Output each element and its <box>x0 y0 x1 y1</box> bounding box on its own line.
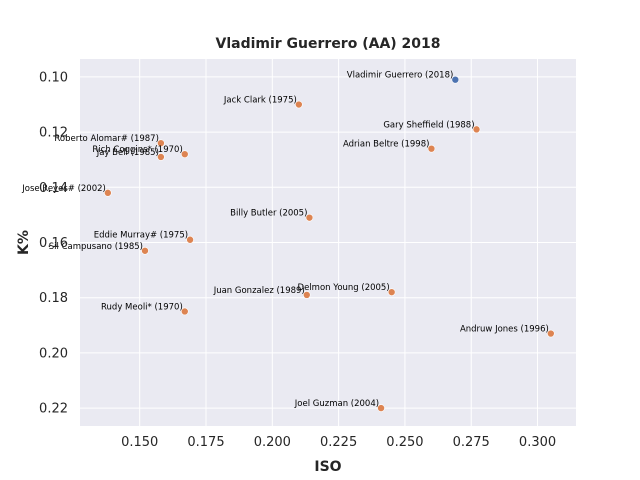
point-label: Jack Clark (1975) <box>223 96 297 106</box>
point-label: Jay Bell (1985) <box>96 148 159 158</box>
point-labels: Vladimir Guerrero (2018) Jack Clark (1975… <box>21 71 549 409</box>
point-label: Juan Gonzalez (1989) <box>213 286 305 296</box>
y-tick-label: 0.22 <box>39 402 68 417</box>
point-label: Jose Reyes# (2002) <box>21 184 106 194</box>
x-tick-label: 0.300 <box>519 435 556 450</box>
chart-title: Vladimir Guerrero (AA) 2018 <box>215 36 440 52</box>
data-point <box>186 235 194 244</box>
data-point <box>157 153 165 161</box>
point-label: Roberto Alomar# (1987) <box>54 134 159 144</box>
data-point <box>451 75 460 84</box>
data-point <box>305 213 314 222</box>
point-label: Andruw Jones (1996) <box>460 325 549 335</box>
data-point <box>180 307 189 316</box>
x-tick-label: 0.175 <box>187 435 224 450</box>
data-points <box>104 75 555 412</box>
data-point <box>141 246 149 255</box>
data-point <box>427 144 436 153</box>
y-tick-label: 0.18 <box>39 291 68 306</box>
grid-lines <box>80 59 576 426</box>
point-label: Rich Coggins* (1970) <box>92 145 182 155</box>
y-tick-label: 0.12 <box>39 126 68 141</box>
data-point <box>387 288 396 296</box>
data-point <box>472 125 481 134</box>
y-axis-label: K% <box>16 230 32 255</box>
point-label: Vladimir Guerrero (2018) <box>347 71 454 81</box>
x-tick-label: 0.150 <box>121 435 158 450</box>
y-tick-label: 0.10 <box>39 70 68 85</box>
data-point <box>180 150 189 158</box>
data-point <box>547 329 555 338</box>
point-label: Eddie Murray# (1975) <box>94 231 188 241</box>
point-label: Adrian Beltre (1998) <box>343 140 429 150</box>
point-label: Rudy Meoli* (1970) <box>101 302 183 312</box>
y-tick-label: 0.16 <box>39 236 68 251</box>
y-tick-label: 0.14 <box>39 181 68 196</box>
data-point <box>377 404 385 412</box>
data-point <box>302 291 311 299</box>
point-label: Joel Guzman (2004) <box>294 399 379 409</box>
point-label: Gary Sheffield (1988) <box>383 120 474 130</box>
x-tick-label: 0.200 <box>254 435 291 450</box>
tick-labels: 0.150 0.175 0.200 0.225 0.250 0.275 0.300 0.10 0… <box>39 70 556 450</box>
data-point <box>157 139 165 147</box>
data-point <box>104 189 112 197</box>
data-point <box>295 100 303 109</box>
x-axis-label: ISO <box>314 459 341 475</box>
x-tick-label: 0.275 <box>453 435 490 450</box>
point-label: Billy Butler (2005) <box>230 209 307 219</box>
y-tick-label: 0.20 <box>39 346 68 361</box>
x-tick-label: 0.250 <box>386 435 423 450</box>
x-tick-label: 0.225 <box>320 435 357 450</box>
point-label: Sil Campusano (1985) <box>49 242 143 252</box>
point-label: Delmon Young (2005) <box>298 283 390 293</box>
